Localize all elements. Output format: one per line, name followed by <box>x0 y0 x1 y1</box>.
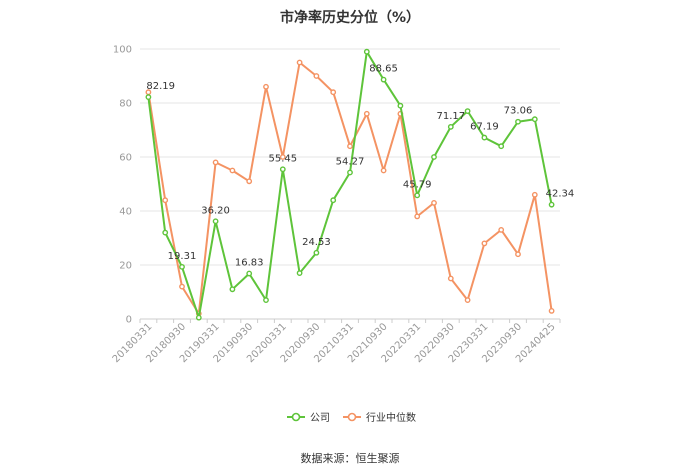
data-point <box>145 94 152 100</box>
data-point <box>531 116 538 123</box>
data-point <box>212 218 219 225</box>
data-point <box>229 167 236 174</box>
y-axis: 0 20 40 60 80 100 <box>113 45 132 326</box>
data-point <box>431 154 437 160</box>
data-point <box>246 270 253 277</box>
y-tick-label: 40 <box>119 207 132 218</box>
data-point <box>515 251 521 258</box>
legend-swatch-marker <box>291 412 301 422</box>
data-label: 24.53 <box>302 237 331 248</box>
data-label: 82.19 <box>146 81 175 92</box>
data-point <box>431 199 437 206</box>
data-point <box>330 197 337 204</box>
legend-item-0[interactable]: 公司 <box>287 412 330 424</box>
data-point <box>279 154 286 160</box>
data-point <box>380 76 387 83</box>
data-point <box>397 102 404 109</box>
data-point <box>481 240 488 247</box>
legend-swatch-marker <box>347 412 357 422</box>
data-point <box>363 110 370 117</box>
data-point <box>414 192 421 199</box>
data-label: 54.27 <box>336 156 365 167</box>
legend-label: 行业中位数 <box>366 411 416 424</box>
legend-item-1[interactable]: 行业中位数 <box>343 411 416 424</box>
series-lines <box>145 48 555 321</box>
data-label: 42.34 <box>546 189 575 200</box>
data-point <box>548 307 555 314</box>
data-label: 67.19 <box>470 122 499 133</box>
data-point <box>195 314 202 321</box>
data-label: 71.17 <box>436 111 465 122</box>
data-point <box>447 123 454 130</box>
data-point <box>464 108 471 115</box>
data-point <box>263 83 269 90</box>
legend-label: 公司 <box>310 413 330 424</box>
data-point <box>464 297 471 303</box>
data-point <box>330 89 337 96</box>
data-point <box>498 226 505 233</box>
data-labels: 82.19 19.31 36.20 16.83 55.45 24.53 54.27 88.65… <box>146 64 574 269</box>
chart-title: 市净率历史分位（%） <box>280 9 420 26</box>
data-point <box>548 201 555 208</box>
data-point <box>498 143 505 150</box>
data-point <box>212 159 219 166</box>
legend[interactable]: 公司 行业中位数 <box>287 411 416 424</box>
data-point <box>313 73 320 79</box>
data-label: 36.20 <box>201 205 230 216</box>
data-label: 73.06 <box>504 106 533 117</box>
y-tick-label: 0 <box>126 315 132 326</box>
data-point <box>380 167 387 174</box>
data-point <box>179 263 185 270</box>
source-note: 数据来源：恒生聚源 <box>301 451 400 465</box>
data-label: 16.83 <box>235 258 264 269</box>
data-label: 55.45 <box>268 153 297 164</box>
data-point <box>414 213 421 220</box>
y-tick-label: 20 <box>119 261 132 272</box>
data-point <box>162 197 169 204</box>
data-label: 45.79 <box>403 179 432 190</box>
data-point <box>313 249 320 256</box>
data-point <box>347 143 353 150</box>
x-axis: 2018033120180930201903312019093020200331… <box>111 319 561 365</box>
data-point <box>296 59 303 66</box>
data-point <box>347 169 353 176</box>
data-label: 88.65 <box>369 64 398 75</box>
data-point <box>246 178 253 185</box>
series-line-0 <box>147 50 553 319</box>
y-tick-label: 60 <box>119 153 132 164</box>
y-tick-label: 80 <box>119 99 132 110</box>
data-point <box>447 275 454 282</box>
series-line-1 <box>147 61 553 315</box>
data-point <box>279 166 286 173</box>
data-point <box>162 229 169 236</box>
data-point <box>296 270 303 276</box>
data-point <box>515 118 521 125</box>
data-label: 19.31 <box>168 251 197 262</box>
data-point <box>481 134 488 141</box>
data-point <box>229 286 236 293</box>
data-point <box>363 48 370 55</box>
data-point <box>179 283 185 290</box>
y-tick-label: 100 <box>113 45 132 56</box>
data-point <box>531 191 538 198</box>
data-point <box>263 297 269 303</box>
